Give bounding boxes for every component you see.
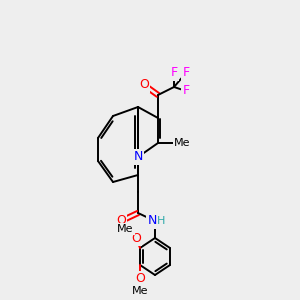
Text: Me: Me: [132, 286, 148, 296]
Text: F: F: [170, 67, 178, 80]
Text: N: N: [147, 214, 157, 227]
Text: H: H: [157, 216, 165, 226]
Text: O: O: [139, 79, 149, 92]
Text: Me: Me: [174, 138, 190, 148]
Text: O: O: [116, 214, 126, 227]
Text: O: O: [131, 232, 141, 244]
Text: O: O: [135, 272, 145, 286]
Text: F: F: [182, 67, 190, 80]
Text: F: F: [182, 85, 190, 98]
Text: N: N: [133, 151, 143, 164]
Text: Me: Me: [117, 224, 133, 234]
